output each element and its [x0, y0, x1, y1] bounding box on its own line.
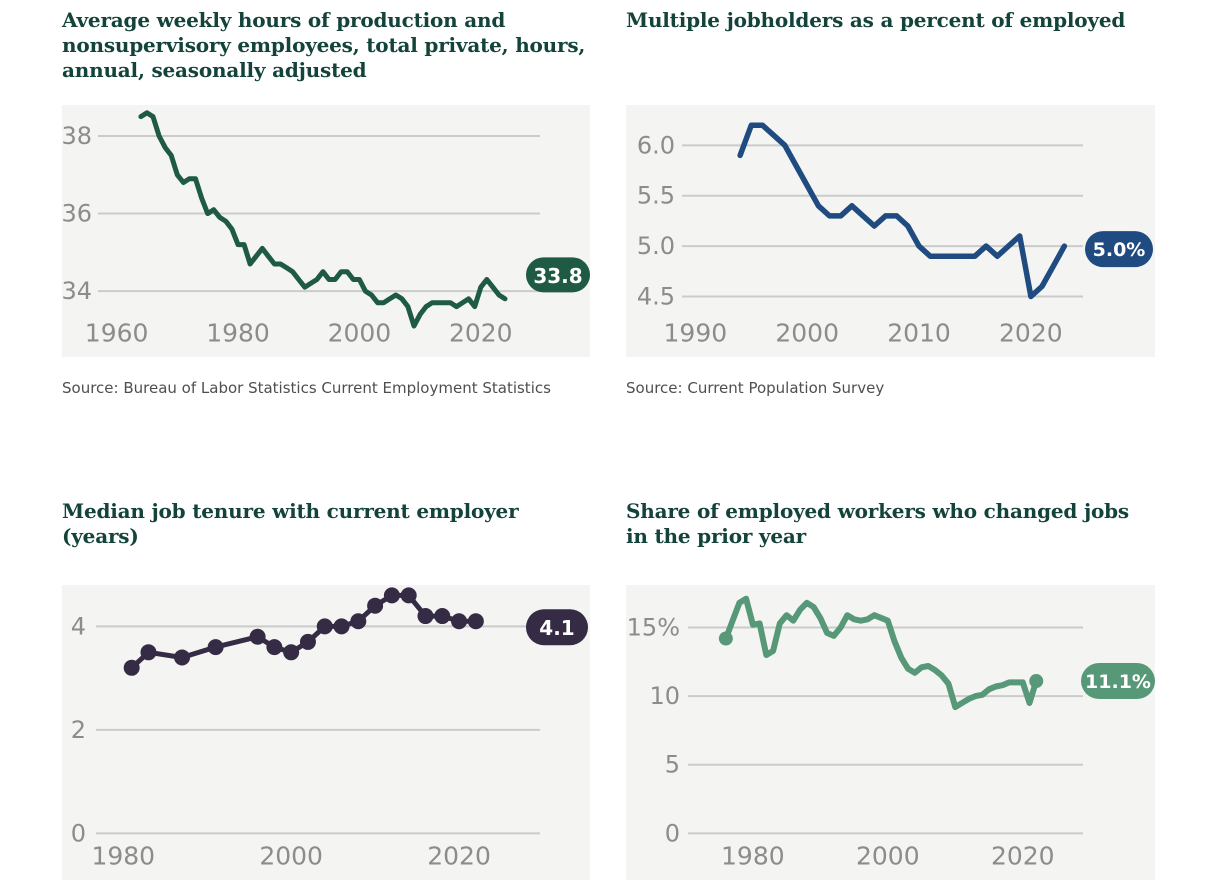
y-tick-label: 0 — [665, 819, 680, 847]
x-tick-label: 1990 — [664, 319, 728, 348]
series-line — [138, 110, 508, 329]
y-tick-label: 5.0 — [637, 232, 675, 260]
chart-title-weekly-hours: Average weekly hours of production and n… — [62, 8, 586, 82]
y-tick-label: 4 — [71, 612, 86, 640]
data-point-marker — [140, 644, 157, 661]
y-tick-label: 6.0 — [637, 131, 675, 159]
chart-source-multiple-jobholders: Source: Current Population Survey — [626, 379, 885, 397]
value-badge-label: 33.8 — [533, 264, 582, 288]
y-tick-label: 10 — [649, 682, 680, 710]
x-tick-label: 2020 — [427, 842, 491, 871]
data-point-marker — [266, 639, 283, 656]
line-chart-multiple-jobholders: 6.0 5.5 5.0 4.5 1990 2000 2010 2020 5.0% — [626, 105, 1155, 357]
data-point-marker — [367, 597, 384, 614]
data-point-marker — [1029, 674, 1044, 689]
data-point-marker — [718, 631, 733, 646]
x-tick-label: 2020 — [999, 319, 1063, 348]
data-point-marker — [434, 608, 451, 625]
data-point-marker — [467, 613, 484, 630]
y-tick-label: 34 — [62, 277, 92, 305]
x-tick-label: 2000 — [856, 842, 920, 871]
x-tick-label: 1960 — [85, 319, 149, 348]
value-badge — [1085, 231, 1153, 268]
data-point-marker — [207, 639, 224, 656]
value-badge — [1081, 663, 1155, 700]
x-tick-label: 2000 — [328, 319, 392, 348]
data-point-marker — [333, 618, 350, 635]
data-point-marker — [283, 644, 300, 661]
y-tick-label: 2 — [71, 716, 86, 744]
x-tick-label: 2000 — [775, 319, 839, 348]
data-point-marker — [451, 613, 468, 630]
data-point-marker — [249, 628, 266, 645]
y-tick-label: 5 — [665, 751, 680, 779]
x-tick-label: 1980 — [721, 842, 785, 871]
data-point-marker — [316, 618, 333, 635]
x-tick-label: 2020 — [991, 842, 1055, 871]
data-point-marker — [123, 659, 140, 676]
chart-source-weekly-hours: Source: Bureau of Labor Statistics Curre… — [62, 379, 551, 397]
x-tick-label: 1980 — [206, 319, 270, 348]
y-tick-label: 15% — [627, 614, 680, 642]
value-badge — [526, 609, 588, 646]
data-point-marker — [400, 587, 417, 604]
x-tick-label: 2010 — [887, 319, 951, 348]
value-badge — [526, 257, 590, 293]
data-point-marker — [299, 633, 316, 650]
series-line — [722, 595, 1040, 711]
y-tick-label: 5.5 — [637, 182, 675, 210]
value-badge-label: 4.1 — [539, 616, 574, 640]
line-chart-job-changers: 15% 10 5 0 1980 2000 2020 11.1% — [626, 585, 1155, 880]
value-badge-label: 11.1% — [1085, 671, 1151, 693]
y-tick-label: 38 — [62, 122, 92, 150]
y-tick-label: 0 — [71, 819, 86, 847]
chart-title-median-tenure: Median job tenure with current employer … — [62, 499, 519, 548]
chart-title-job-changers: Share of employed workers who changed jo… — [626, 499, 1129, 548]
line-chart-weekly-hours: 38 36 34 1960 1980 2000 2020 33.8 — [62, 105, 590, 357]
data-point-marker — [417, 608, 434, 625]
data-point-marker — [174, 649, 191, 666]
y-tick-label: 36 — [62, 200, 92, 228]
x-tick-label: 1980 — [91, 842, 155, 871]
y-tick-label: 4.5 — [637, 283, 675, 311]
data-point-marker — [350, 613, 367, 630]
data-point-marker — [383, 587, 400, 604]
series-line — [737, 122, 1068, 300]
x-tick-label: 2020 — [449, 319, 513, 348]
x-tick-label: 2000 — [259, 842, 323, 871]
chart-title-multiple-jobholders: Multiple jobholders as a percent of empl… — [626, 8, 1126, 32]
value-badge-label: 5.0% — [1093, 239, 1146, 261]
